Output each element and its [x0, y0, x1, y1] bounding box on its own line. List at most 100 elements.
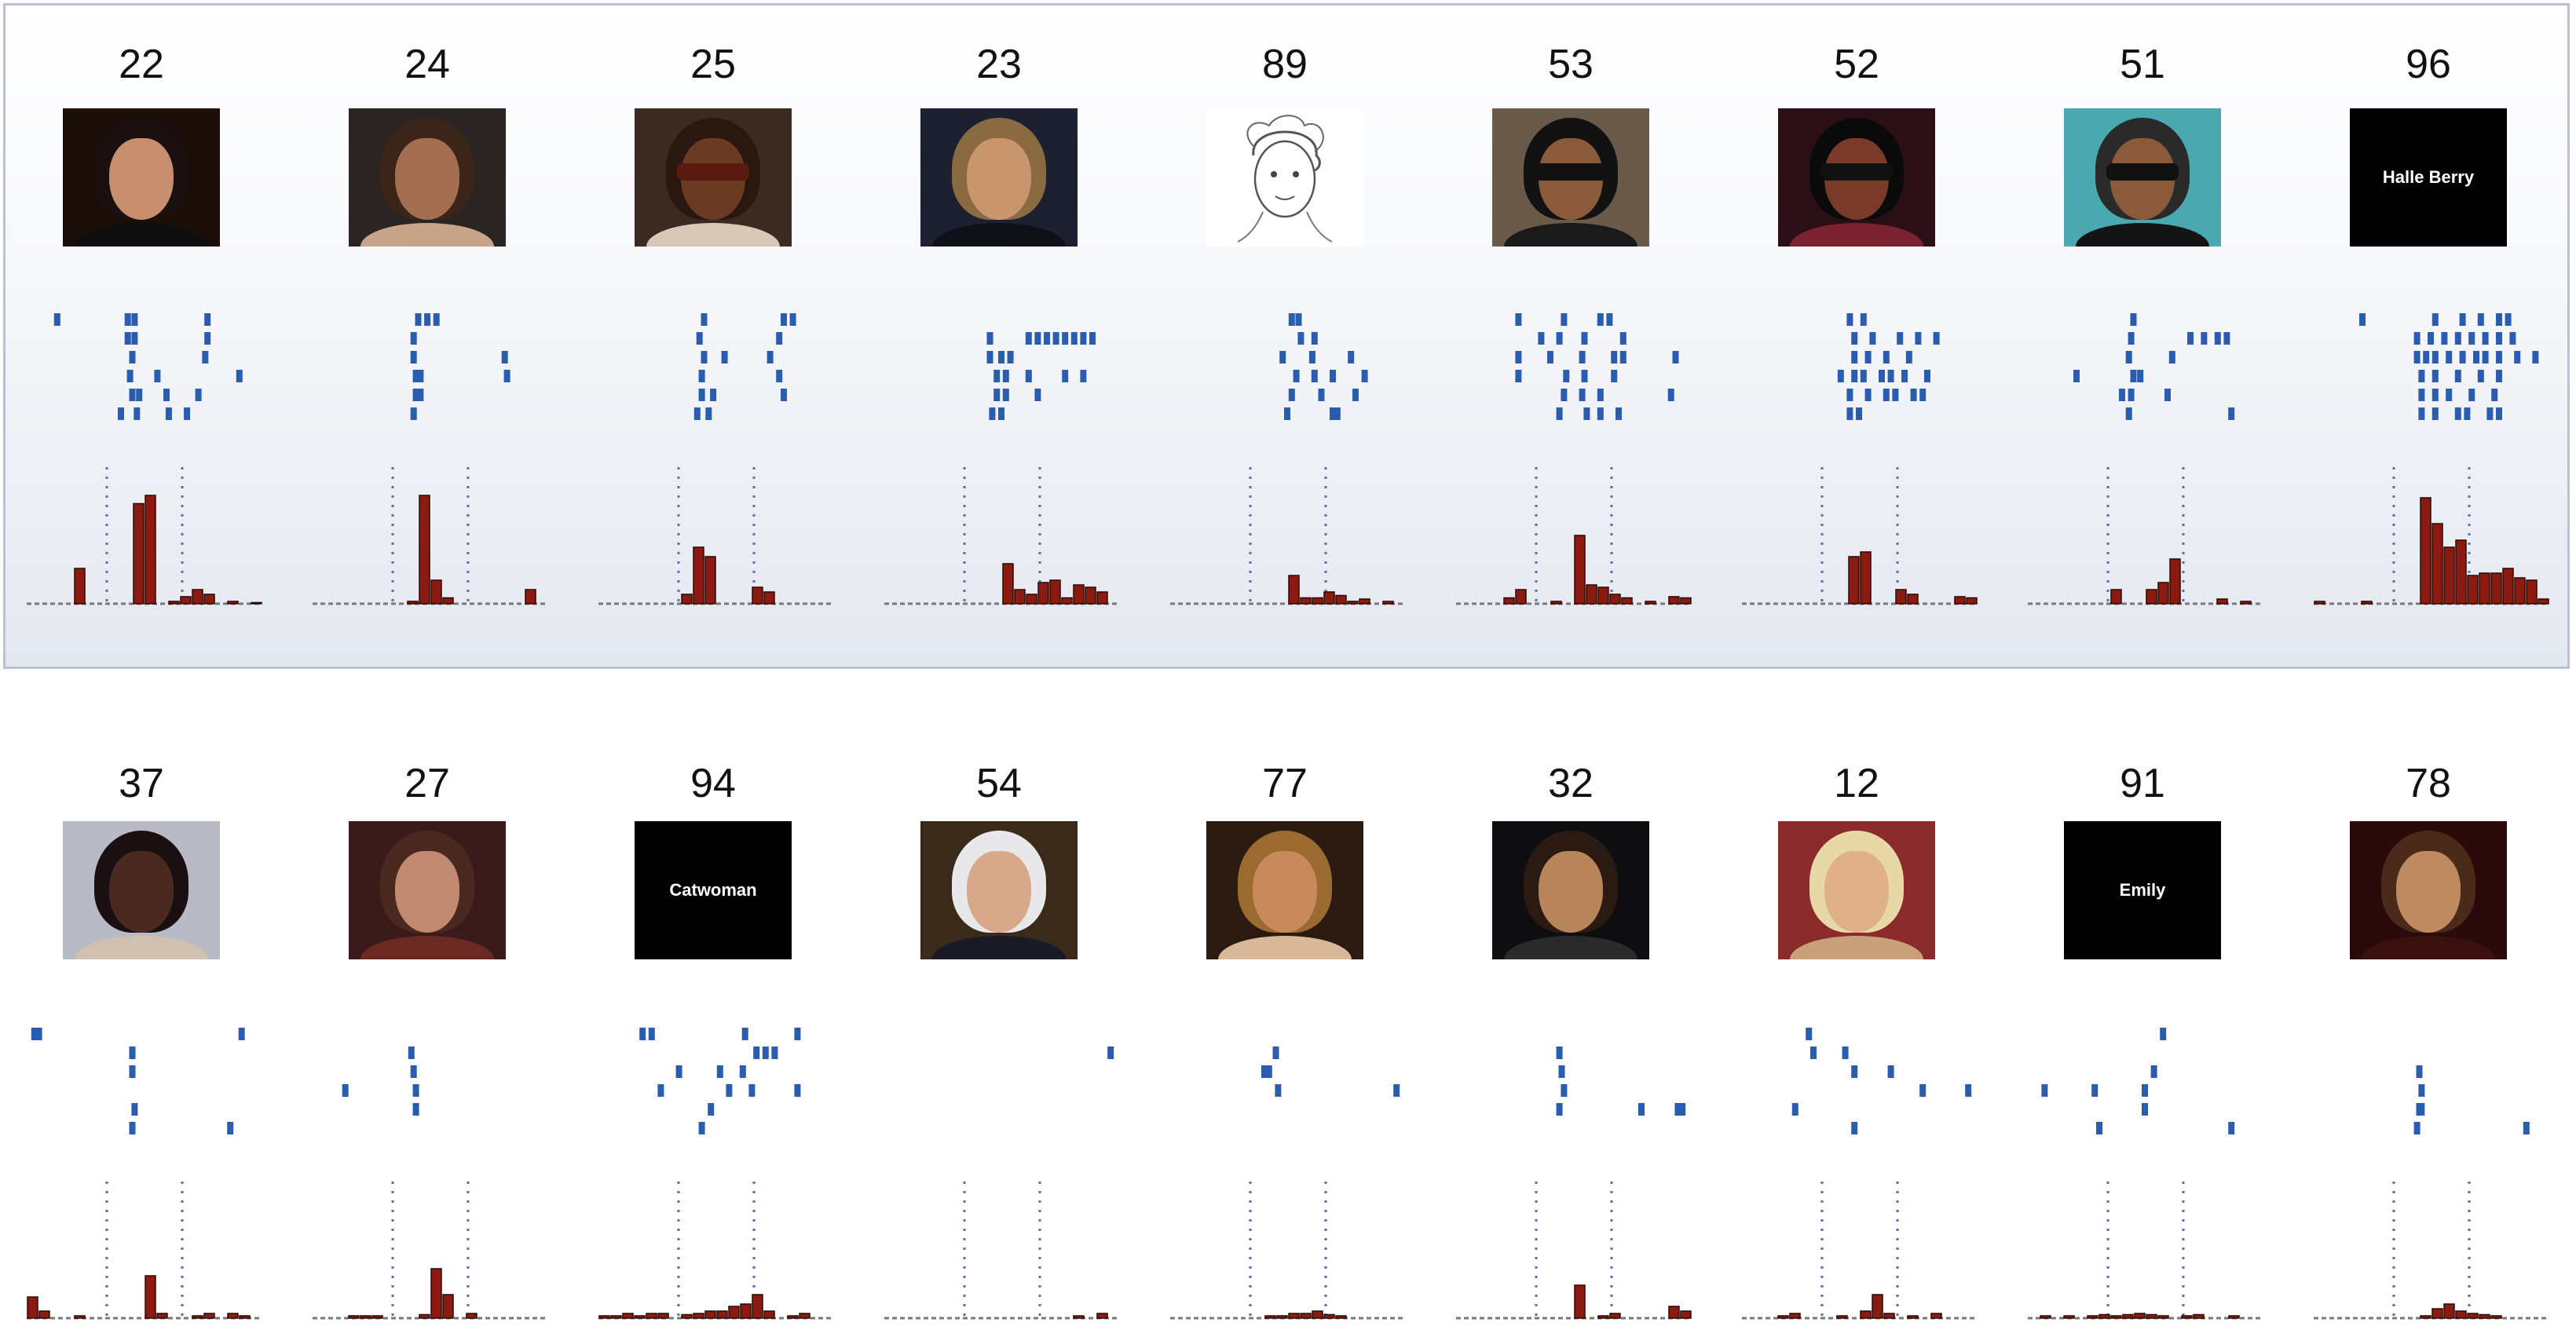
mask-shape — [1535, 163, 1607, 181]
spike-mark — [2418, 370, 2425, 382]
mask-shape — [2106, 163, 2179, 181]
spike-mark — [124, 313, 131, 326]
spike-raster-plot — [1107, 1047, 1114, 1059]
spike-mark — [2187, 332, 2194, 345]
spike-mark — [1667, 389, 1674, 401]
psth-histogram — [27, 467, 262, 605]
shoulders-shape — [1790, 223, 1923, 247]
stimulus-number: 25 — [690, 42, 736, 87]
histogram-bar — [74, 1315, 86, 1319]
spike-mark — [227, 1122, 234, 1134]
shoulders-shape — [1504, 223, 1637, 247]
histogram-bar — [1335, 594, 1347, 605]
spike-mark — [410, 351, 417, 363]
histogram-bar — [1264, 1315, 1276, 1319]
histogram-bar — [2098, 1313, 2110, 1319]
spike-mark — [408, 1047, 415, 1059]
spike-mark — [986, 351, 993, 363]
histogram-bar — [1574, 1284, 1586, 1319]
spike-mark — [2164, 389, 2171, 401]
histogram-bar — [203, 594, 215, 605]
spike-mark — [2496, 313, 2502, 326]
histogram-bar — [1323, 1313, 1335, 1319]
histogram-bar — [1668, 596, 1680, 605]
spike-mark — [1284, 407, 1290, 420]
histogram-bar — [716, 1310, 728, 1319]
spike-mark — [417, 370, 424, 382]
histogram-bar — [2479, 1313, 2490, 1319]
face-shape — [1824, 851, 1889, 933]
spike-mark — [794, 1084, 801, 1097]
spike-mark — [1842, 1047, 1849, 1059]
stimulus-number: 91 — [2120, 761, 2165, 806]
histogram-bar — [1073, 584, 1085, 605]
spike-mark — [1556, 407, 1563, 420]
histogram-bar — [1777, 1315, 1789, 1319]
spike-mark — [1619, 332, 1626, 345]
spike-mark — [2431, 370, 2439, 382]
spike-mark — [412, 370, 419, 382]
psth-histogram — [27, 1182, 262, 1320]
spike-mark — [698, 370, 705, 382]
spike-mark — [412, 1103, 419, 1116]
spike-mark — [1581, 332, 1588, 345]
spike-mark — [648, 1028, 655, 1040]
shoulders-shape — [2076, 223, 2209, 247]
histogram-bar — [168, 601, 180, 605]
spike-mark — [1034, 389, 1041, 401]
spike-mark — [1556, 332, 1563, 345]
histogram-bar — [2467, 575, 2479, 605]
histogram-bar — [1026, 594, 1037, 605]
spike-mark — [129, 1122, 136, 1134]
spike-mark — [2446, 351, 2453, 363]
histogram-bar — [2420, 497, 2431, 605]
spike-mark — [698, 389, 705, 401]
histogram-bar — [752, 586, 763, 605]
spike-mark — [2223, 332, 2230, 345]
stimulus-number: 96 — [2406, 42, 2451, 87]
spike-mark — [1556, 1047, 1563, 1059]
histogram-bar — [2169, 558, 2181, 605]
spike-mark — [2431, 313, 2439, 326]
histogram-bar — [419, 495, 430, 605]
histogram-bar — [622, 1313, 634, 1319]
histogram-bar — [1954, 596, 1966, 605]
spike-mark — [710, 389, 717, 401]
spike-mark — [433, 313, 440, 326]
spike-mark — [410, 332, 417, 345]
spike-mark — [2491, 389, 2498, 401]
spike-mark — [1080, 332, 1087, 345]
spike-raster-plot — [2041, 1028, 2235, 1134]
spike-mark — [2423, 351, 2430, 363]
spike-mark — [1558, 1065, 1565, 1078]
spike-mark — [1361, 370, 1368, 382]
spike-mark — [1851, 351, 1858, 363]
spike-mark — [2416, 1065, 2423, 1078]
psth-histogram — [1456, 467, 1692, 605]
histogram-bar — [1836, 1315, 1848, 1319]
spike-mark — [184, 407, 191, 420]
spike-mark — [1597, 389, 1604, 401]
histogram-bar — [1597, 1315, 1609, 1319]
spike-mark — [2486, 407, 2494, 420]
spike-mark — [1288, 389, 1295, 401]
spike-mark — [415, 313, 422, 326]
spike-mark — [1851, 370, 1858, 382]
spike-mark — [1883, 389, 1890, 401]
spike-mark — [762, 1047, 769, 1059]
shoulders-shape — [646, 223, 780, 247]
histogram-bar — [227, 601, 239, 605]
face-shape — [967, 851, 1031, 933]
mask-shape — [1820, 163, 1893, 181]
spike-mark — [2228, 1122, 2235, 1134]
histogram-bar — [1096, 1313, 1108, 1319]
histogram-bar — [2455, 539, 2467, 605]
spike-mark — [993, 389, 1001, 401]
histogram-bar — [610, 1315, 622, 1319]
histogram-bar — [430, 1268, 442, 1319]
spike-mark — [1919, 389, 1927, 401]
spike-mark — [2428, 332, 2434, 345]
spike-mark — [1561, 389, 1568, 401]
spike-mark — [1579, 389, 1586, 401]
spike-mark — [693, 407, 701, 420]
